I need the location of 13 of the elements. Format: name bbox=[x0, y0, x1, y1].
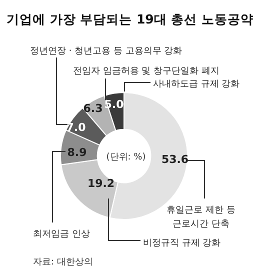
text: (단위: %) bbox=[106, 152, 146, 162]
slice-label: 비정규직 규제 강화 bbox=[143, 238, 221, 248]
data-label: 8.9 bbox=[67, 146, 87, 159]
slice-label: 전임자 임금허용 및 창구단일화 폐지 bbox=[73, 66, 220, 76]
slice-label: 정년연장 · 청년고용 등 고용의무 강화 bbox=[30, 46, 182, 56]
chart-title: 기업에 가장 부담되는 19대 총선 노동공약 bbox=[6, 11, 254, 26]
slice-label: 최저임금 인상 bbox=[33, 229, 90, 240]
text: 자료: 대한상의 bbox=[33, 257, 93, 268]
data-label: 6.3 bbox=[83, 102, 103, 115]
data-label: 19.2 bbox=[87, 176, 115, 190]
slice-label: 사내하도급 규제 강화 bbox=[153, 79, 240, 90]
data-label: 53.6 bbox=[161, 152, 189, 166]
slice-label: 휴일근로 제한 등 근로시간 단축 bbox=[166, 205, 236, 230]
